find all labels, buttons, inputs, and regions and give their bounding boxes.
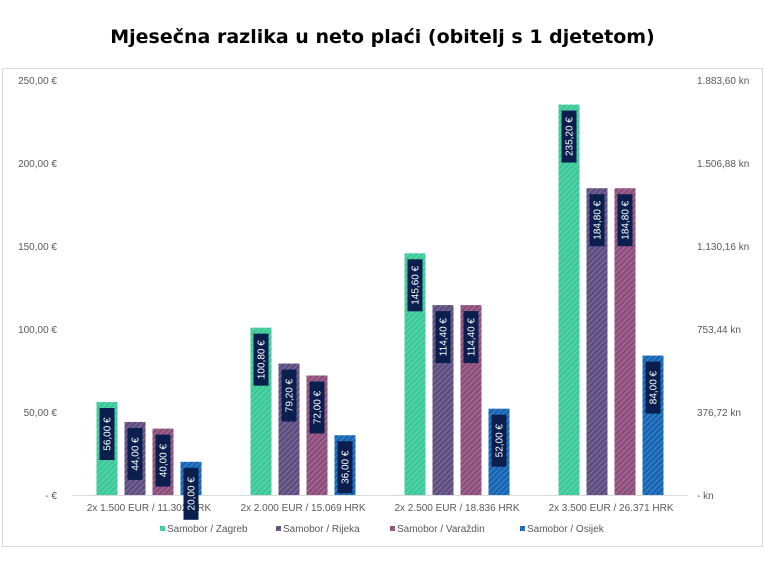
legend-label: Samobor / Zagreb [167,524,248,535]
data-label: 184,80 € [593,200,604,239]
legend-label: Samobor / Rijeka [283,524,360,535]
data-label: 40,00 € [159,443,170,477]
y-tick-label: 50,00 € [24,408,58,419]
y2-tick-label: 376,72 kn [697,408,741,419]
y2-tick-label: 1.883,60 kn [697,76,749,87]
category-label: 2x 3.500 EUR / 26.371 HRK [548,503,673,514]
category-label: 2x 2.500 EUR / 18.836 HRK [394,503,519,514]
data-label: 44,00 € [131,437,142,471]
data-label-box [463,311,479,364]
data-label: 184,80 € [621,200,632,239]
category-label: 2x 2.000 EUR / 15.069 HRK [240,503,365,514]
y-tick-label: 250,00 € [18,76,57,87]
chart-border [2,68,763,547]
data-label-box [99,408,115,461]
legend-label: Samobor / Varaždin [397,524,485,535]
data-label-box [337,441,353,494]
data-label-box [617,194,633,247]
y2-tick-label: 1.130,16 kn [697,242,749,253]
data-label: 100,80 € [257,340,268,379]
data-label: 114,40 € [467,318,478,357]
data-label: 72,00 € [313,390,324,424]
y-tick-label: - € [45,491,57,502]
legend-label: Samobor / Osijek [527,524,605,535]
data-label-box [281,369,297,422]
bar [558,104,580,496]
data-label-box [645,361,661,414]
data-label: 36,00 € [341,450,352,484]
bar [586,188,608,495]
data-label-box [407,259,423,312]
data-label-box [561,110,577,163]
y-tick-label: 150,00 € [18,242,57,253]
legend-swatch [276,526,281,531]
data-label: 235,20 € [565,117,576,156]
y-tick-label: 200,00 € [18,159,57,170]
data-label: 79,20 € [285,378,296,412]
y2-tick-label: - kn [697,491,714,502]
data-label-box [127,427,143,480]
y2-tick-label: 1.506,88 kn [697,159,749,170]
bar [614,188,636,495]
data-label: 145,60 € [411,265,422,304]
data-label: 56,00 € [103,417,114,451]
legend-swatch [520,526,525,531]
chart-title: Mjesečna razlika u neto plaći (obitelj s… [110,26,655,48]
data-label-box [183,467,199,520]
legend-swatch [390,526,395,531]
data-label-box [309,381,325,434]
data-label-box [589,194,605,247]
legend-swatch [160,526,165,531]
y2-tick-label: 753,44 kn [697,325,741,336]
y-tick-label: 100,00 € [18,325,57,336]
data-label: 20,00 € [187,477,198,511]
data-label: 52,00 € [495,424,506,458]
bar [404,253,426,495]
data-label: 114,40 € [439,318,450,357]
data-label-box [253,333,269,386]
data-label-box [435,311,451,364]
data-label-box [155,434,171,487]
data-label-box [491,414,507,467]
category-label: 2x 1.500 EUR / 11.302 HRK [87,503,212,514]
data-label: 84,00 € [649,370,660,404]
